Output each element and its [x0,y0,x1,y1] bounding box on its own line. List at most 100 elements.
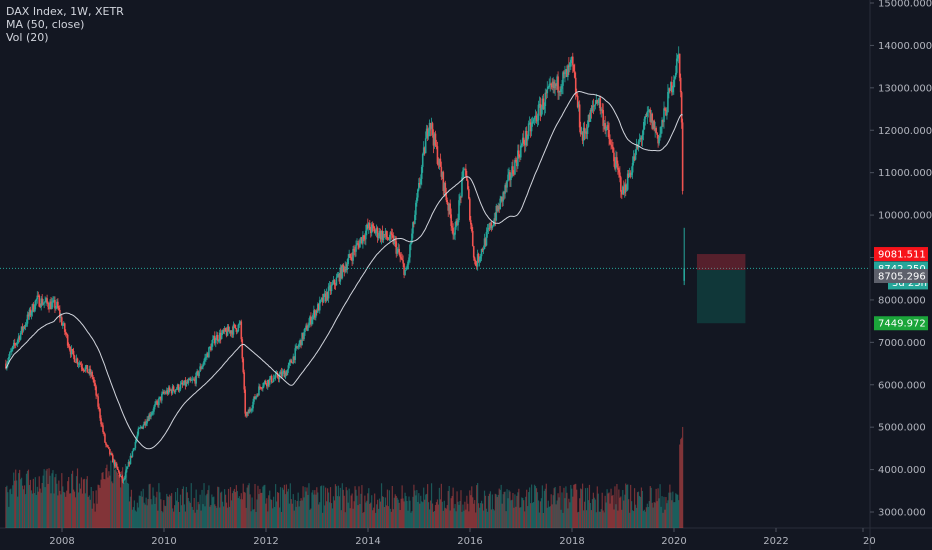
volume-bar [80,477,83,528]
volume-bar [495,494,497,528]
volume-bar [333,500,336,528]
volume-bar [58,480,60,528]
candle-body [649,109,652,122]
volume-bar [487,496,490,528]
candle-body [482,248,485,251]
volume-indicator-label[interactable]: Vol (20) [6,31,49,44]
candle-body [229,330,232,334]
volume-bar [594,499,596,528]
moving-average-line[interactable] [5,91,683,450]
y-tick-label: 11000.000 [878,168,932,179]
volume-bar [146,505,148,528]
candle-body [417,189,419,198]
volume-bar [534,486,537,528]
volume-bar [618,489,620,528]
candle-body [553,81,555,89]
candle-body [597,101,600,104]
volume-bar [339,487,341,528]
target-price-tag-bg[interactable] [874,316,928,331]
candle-body [152,411,154,413]
candle-body [73,355,76,363]
volume-bar [616,484,618,528]
volume-bar [453,508,455,528]
volume-bar [171,493,173,528]
candle-body [352,248,354,261]
volume-bar [36,486,38,528]
candle-body [115,463,118,467]
candle-body [238,323,241,325]
volume-bar [492,509,494,528]
volume-bar [554,486,556,528]
volume-bar [33,493,35,528]
volume-bar [610,488,612,528]
candle-body [243,372,246,390]
candle-body [311,319,313,325]
volume-bar [227,488,230,528]
volume-bar [129,496,132,528]
volume-bar [463,510,465,528]
volume-bar [259,489,261,528]
volume-bar [347,502,349,528]
volume-bar [572,496,574,528]
candle-body [102,425,104,433]
candle-body [112,455,114,463]
candle-body [583,127,586,134]
stop-loss-zone[interactable] [696,254,746,271]
y-tick-label: 10000.000 [878,211,932,222]
volume-bar [253,509,255,528]
volume-bar [224,489,226,528]
candle-body [554,83,556,89]
stop-price-tag-bg[interactable] [874,247,928,262]
volume-bar [305,491,307,528]
volume-bar [537,500,540,528]
volume-bar [575,483,577,528]
volume-bar [320,486,322,528]
candle-body [159,396,161,399]
candle-body [17,336,20,340]
volume-bar [533,484,536,528]
volume-bar [7,492,9,528]
volume-bar [216,507,218,528]
candle-body [39,306,42,308]
take-profit-zone[interactable] [696,270,746,324]
candle-body [267,379,270,385]
volume-bar [469,490,471,528]
candle-body [351,257,353,261]
candle-body [604,123,606,131]
volume-bar [531,502,534,528]
candle-body [314,310,316,318]
candle-body [505,185,507,188]
candle-body [515,160,517,161]
candle-body [566,69,568,77]
volume-bar [470,495,472,528]
candle-body [642,129,645,135]
volume-bar [168,496,170,528]
volume-bar [535,488,538,528]
candle-body [136,434,139,439]
candle-body [70,349,73,355]
candle-body [379,231,382,240]
candle-body [660,126,662,134]
volume-bar [369,503,371,528]
candle-body [637,141,640,149]
entry-price-tag-bg[interactable] [874,269,928,284]
volume-bar [14,480,16,528]
volume-bar [219,507,221,528]
candle-body [448,203,451,211]
candlestick-series[interactable] [5,46,684,484]
candle-body [200,366,202,369]
candle-body [296,346,298,348]
candle-body [587,114,590,127]
volume-bar [661,496,663,528]
candle-body [205,357,207,359]
candle-body [250,410,252,412]
volume-bar [93,503,95,528]
volume-bar [648,501,650,528]
volume-bar [657,488,659,528]
volume-bar [70,493,72,528]
candle-body [622,186,625,194]
ma-indicator-label[interactable]: MA (50, close) [6,18,85,31]
candle-body [488,227,491,229]
symbol-title[interactable]: DAX Index, 1W, XETR [6,5,124,18]
